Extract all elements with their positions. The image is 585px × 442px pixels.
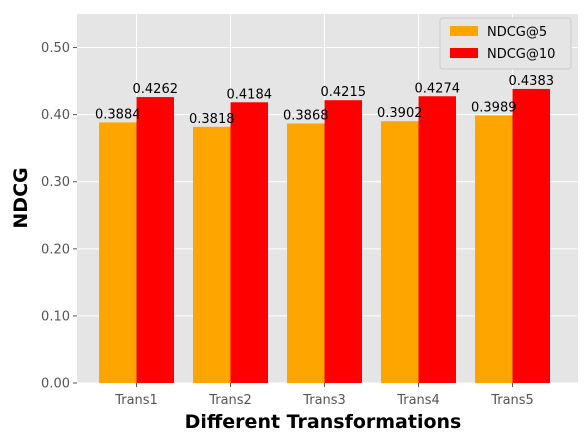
y-axis-ticks: 0.00 0.10 0.20 0.30 0.40 0.50 xyxy=(41,41,77,392)
legend-label-ndcg5: NDCG@5 xyxy=(487,25,547,40)
y-tick-label: 0.50 xyxy=(41,41,70,56)
x-axis-title: Different Transformations xyxy=(185,411,462,433)
data-label: 0.4262 xyxy=(133,82,179,97)
y-tick-label: 0.20 xyxy=(41,242,70,257)
x-tick-label: Trans2 xyxy=(208,393,252,408)
y-tick-label: 0.40 xyxy=(41,108,70,123)
x-tick-label: Trans3 xyxy=(302,393,346,408)
bars xyxy=(99,88,550,384)
bar-ndcg-10-trans5 xyxy=(512,88,550,383)
data-label: 0.4184 xyxy=(227,87,273,102)
data-label: 0.4215 xyxy=(321,85,367,100)
x-tick-label: Trans4 xyxy=(396,393,440,408)
bar-ndcg-5-trans2 xyxy=(193,126,231,383)
x-tick-label: Trans1 xyxy=(114,393,158,408)
y-tick-label: 0.00 xyxy=(41,377,70,392)
y-tick-label: 0.30 xyxy=(41,175,70,190)
data-label: 0.3902 xyxy=(377,106,423,121)
bar-ndcg-10-trans1 xyxy=(136,97,174,384)
data-label: 0.3818 xyxy=(189,112,235,127)
legend-swatch-ndcg10 xyxy=(450,48,478,58)
x-tick-label: Trans5 xyxy=(490,393,534,408)
legend: NDCG@5 NDCG@10 xyxy=(439,17,572,70)
data-label: 0.3989 xyxy=(471,100,517,115)
data-labels: 0.3884 0.4262 0.3818 0.4184 0.3868 0.4215 0.39… xyxy=(95,74,554,127)
data-label: 0.3868 xyxy=(283,108,329,123)
bar-ndcg-5-trans4 xyxy=(381,121,419,383)
data-label: 0.3884 xyxy=(95,107,141,122)
bar-ndcg-10-trans2 xyxy=(230,102,268,384)
bar-ndcg-10-trans4 xyxy=(418,96,456,384)
legend-swatch-ndcg5 xyxy=(450,26,478,36)
y-tick-label: 0.10 xyxy=(41,309,70,324)
bar-ndcg-10-trans3 xyxy=(324,100,362,383)
data-label: 0.4383 xyxy=(509,74,555,89)
legend-label-ndcg10: NDCG@10 xyxy=(487,47,555,62)
y-axis-title: NDCG xyxy=(10,167,32,228)
x-axis-ticks: Trans1 Trans2 Trans3 Trans4 Trans5 xyxy=(114,383,534,408)
data-label: 0.4274 xyxy=(415,81,461,96)
bar-ndcg-5-trans3 xyxy=(287,123,325,383)
bar-ndcg-5-trans5 xyxy=(475,115,513,384)
bar-ndcg-5-trans1 xyxy=(99,122,137,383)
